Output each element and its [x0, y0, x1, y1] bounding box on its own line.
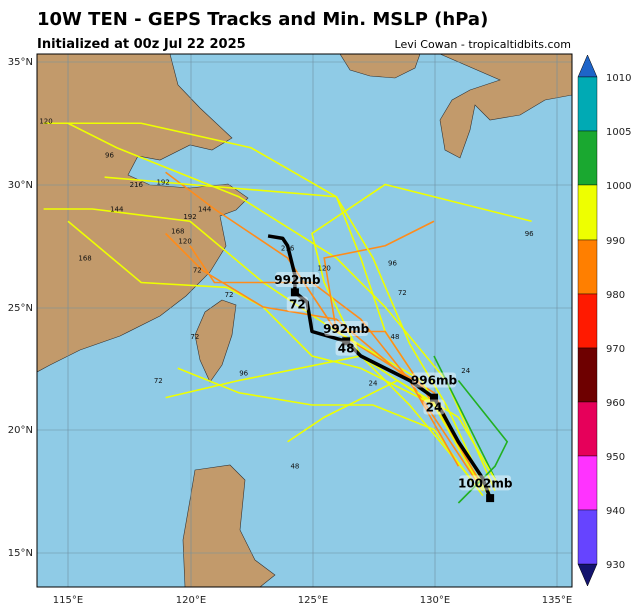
colorbar-bottom: [577, 563, 598, 587]
hour-label: 144: [198, 205, 212, 213]
hour-label: 192: [156, 179, 169, 187]
hour-label: 96: [105, 152, 114, 160]
label-box: [275, 272, 320, 288]
label-box: [459, 475, 512, 491]
mean-track-point: [342, 337, 351, 346]
colorbar-segment: [577, 130, 598, 186]
hour-label: 96: [388, 259, 397, 267]
lon-label: 120°E: [176, 595, 206, 606]
mean-track-label: 48: [338, 342, 355, 356]
frame: [36, 53, 573, 588]
lat-label: 20°N: [8, 425, 33, 436]
hour-label: 96: [525, 230, 534, 238]
mean-track-point: [430, 393, 438, 402]
colorbar-tick-label: 1000: [606, 181, 631, 192]
hour-label: 72: [154, 377, 163, 385]
colorbar-top: [577, 54, 598, 78]
title: 10W TEN - GEPS Tracks and Min. MSLP (hPa…: [37, 9, 488, 30]
label-box: [324, 321, 369, 337]
hour-label: 168: [171, 228, 184, 236]
hour-label: 120: [39, 117, 52, 125]
lon-label: 130°E: [420, 595, 450, 606]
mean-track-label: 992mb: [274, 273, 321, 287]
hour-label: 168: [78, 254, 91, 262]
colorbar-segment: [577, 293, 598, 349]
colorbar-segment: [577, 184, 598, 241]
lon-label: 125°E: [298, 595, 328, 606]
mean-track-label: 24: [426, 400, 443, 414]
lon-label: 135°E: [542, 595, 572, 606]
ensemble-track: [67, 220, 484, 492]
mean-track-label: 1002mb: [458, 476, 513, 490]
subtitle: Initialized at 00z Jul 22 2025: [37, 37, 246, 52]
lat-label: 15°N: [8, 548, 33, 559]
hour-label: 24: [461, 367, 470, 375]
lat-label: 35°N: [8, 57, 33, 68]
label-box: [412, 372, 456, 388]
mean-track-label: 72: [289, 298, 306, 312]
hour-label: 120: [318, 264, 331, 272]
colorbar-tick-label: 950: [606, 452, 625, 463]
hour-label: 144: [110, 205, 124, 213]
colorbar-tick-label: 940: [606, 506, 625, 517]
hour-label: 72: [225, 291, 234, 299]
hour-label: 72: [398, 289, 407, 297]
colorbar-tick-label: 930: [606, 560, 625, 571]
label-box: [423, 399, 445, 415]
label-box: [335, 340, 357, 356]
mean-track-line: [267, 234, 492, 499]
lat-label: 25°N: [8, 303, 33, 314]
ensemble-track: [433, 355, 496, 479]
colorbar-segment: [577, 347, 598, 403]
colorbar-segment: [577, 455, 598, 511]
hour-label: 24: [369, 379, 378, 387]
hour-label: 120: [178, 237, 191, 245]
hour-label: 72: [190, 333, 199, 341]
hour-label: 48: [390, 333, 399, 341]
ensemble-track: [104, 176, 484, 484]
lat-label: 30°N: [8, 180, 33, 191]
colorbar-tick-label: 960: [606, 398, 625, 409]
hour-label: 72: [193, 267, 202, 275]
mean-track-label: 996mb: [411, 374, 458, 388]
hour-label: 216: [130, 181, 144, 189]
ensemble-track: [287, 379, 499, 484]
colorbar-tick-label: 980: [606, 290, 625, 301]
colorbar-segment: [577, 239, 598, 295]
colorbar-tick-label: 970: [606, 344, 625, 355]
ensemble-track: [177, 367, 484, 497]
hour-label: 48: [290, 463, 299, 471]
label-box: [286, 296, 308, 312]
colorbar-segment: [577, 76, 598, 132]
mean-track-label: 992mb: [323, 322, 370, 336]
ensemble-track: [165, 232, 460, 467]
colorbar-tick-label: 1005: [606, 127, 631, 138]
colorbar-tick-label: 990: [606, 236, 625, 247]
colorbar: 1010 1005 1000 990 980 970 960 950 940 930: [577, 54, 631, 587]
colorbar-segment: [577, 509, 598, 565]
mean-track-point: [290, 288, 299, 297]
hour-label: 96: [239, 370, 248, 378]
hour-label: 192: [183, 213, 196, 221]
ensemble-track: [457, 380, 509, 504]
lon-label: 115°E: [53, 595, 83, 606]
mean-track-point: [486, 494, 495, 503]
credit: Levi Cowan - tropicaltidbits.com: [395, 38, 571, 51]
colorbar-segment: [577, 401, 598, 457]
ensemble-track: [311, 183, 532, 480]
colorbar-tick-label: 1010: [606, 73, 631, 84]
